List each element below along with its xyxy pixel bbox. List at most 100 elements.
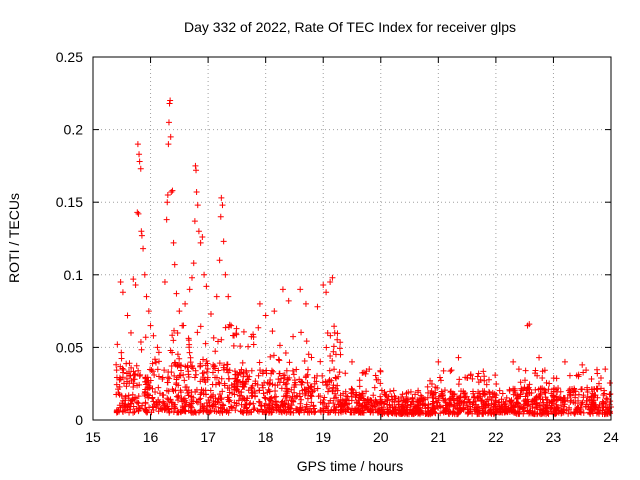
data-point [283,367,290,374]
data-point [580,369,587,376]
data-point [125,395,132,402]
data-point [142,334,149,341]
data-point [155,358,162,365]
data-point [330,343,337,350]
data-point [144,385,151,392]
data-point [117,363,124,370]
data-point [127,372,134,379]
data-point [395,395,402,402]
data-point [375,376,382,383]
data-point [400,397,407,404]
data-point-peak [135,210,142,217]
data-point [231,381,238,388]
data-point [602,404,609,411]
data-point [149,385,156,392]
data-point [218,375,225,382]
data-point [359,390,366,397]
data-point [197,362,204,369]
data-point [334,382,341,389]
data-point [469,410,476,417]
data-point [247,400,254,407]
data-point [166,409,173,416]
data-point [543,411,550,418]
data-point [215,338,222,345]
data-point [224,366,231,373]
data-point [355,397,362,404]
data-point [309,388,316,395]
data-point-peak [302,300,309,307]
data-point [151,356,158,363]
data-point [450,391,457,398]
x-tick-label: 19 [315,429,331,445]
data-point [597,374,604,381]
y-tick-label: 0 [75,412,83,428]
data-point [258,403,265,410]
data-point [356,377,363,384]
data-point-peak [536,354,543,361]
data-point [282,403,289,410]
axis-ticks: 15 16 17 18 19 20 21 22 23 24 0 0.05 0.1 0.15 0.2 0.25 [56,49,619,445]
data-point [176,355,183,362]
data-point [475,403,482,410]
data-point [317,358,324,365]
data-point [442,408,449,415]
data-point [331,403,338,410]
data-point-peak [150,332,157,339]
data-point [164,379,171,386]
data-point [164,395,171,402]
data-point [194,329,201,336]
data-point [266,408,273,415]
data-point [255,372,262,379]
data-point [180,371,187,378]
x-tick-label: 24 [603,429,619,445]
data-point [113,374,120,381]
data-point-peak [435,358,442,365]
data-point [230,342,237,349]
data-point [329,387,336,394]
data-point [130,368,137,375]
data-point-peak [602,366,609,373]
data-point [541,389,548,396]
data-point [259,382,266,389]
data-point [360,369,367,376]
data-point [298,329,305,336]
data-point-peak [167,97,174,104]
data-point [501,401,508,408]
data-point [469,375,476,382]
data-point [578,400,585,407]
data-point [132,395,139,402]
data-point [174,330,181,337]
x-tick-label: 22 [488,429,504,445]
data-point [578,386,585,393]
data-point [417,398,424,405]
data-point [523,398,530,405]
data-point [197,391,204,398]
data-point [308,392,315,399]
data-point [275,376,282,383]
data-point [461,394,468,401]
data-point [131,408,138,415]
data-point [319,372,326,379]
data-point [514,408,521,415]
data-point [498,403,505,410]
data-point [285,400,292,407]
data-point [323,344,330,351]
data-point [522,367,529,374]
data-point [580,392,587,399]
data-point [186,349,193,356]
data-point [199,370,206,377]
data-point [250,341,257,348]
data-point [176,372,183,379]
data-point [218,405,225,412]
data-point [342,407,349,414]
data-point [532,410,539,417]
data-point [480,400,487,407]
data-point [333,394,340,401]
data-point [515,400,522,407]
data-point [174,362,181,369]
data-point [220,402,227,409]
data-point [282,350,289,357]
data-point [167,396,174,403]
data-point [311,380,318,387]
data-point-peak [220,238,227,245]
